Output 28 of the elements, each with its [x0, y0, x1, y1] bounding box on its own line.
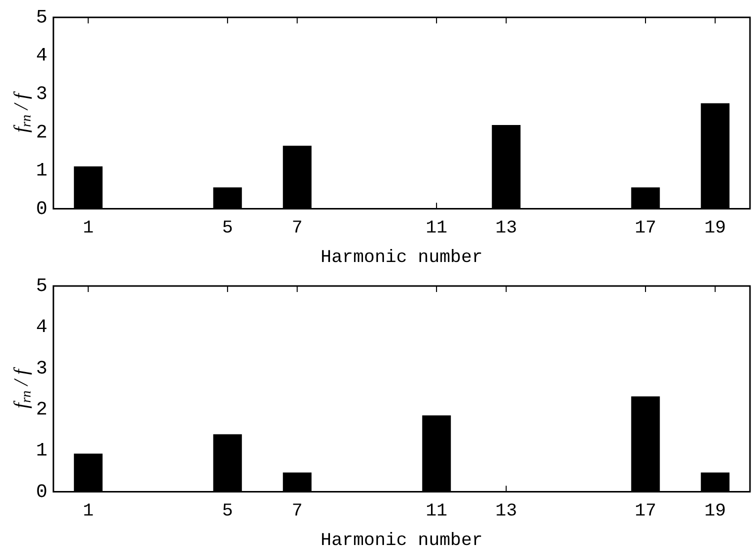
x-tick-label: 17 — [634, 501, 656, 522]
y-tick-label: 0 — [36, 198, 48, 220]
y-tick-label: 2 — [36, 121, 48, 144]
y-tick-label: 1 — [36, 160, 48, 182]
y-tick-label: 5 — [36, 275, 48, 298]
x-tick-label: 13 — [495, 501, 517, 522]
x-tick-label: 19 — [704, 218, 726, 238]
x-tick-label: 7 — [292, 501, 303, 522]
x-axis-title: Harmonic number — [320, 530, 483, 551]
x-tick-label: 1 — [82, 501, 94, 522]
x-axis-title: Harmonic number — [320, 248, 483, 268]
y-tick-label: 1 — [36, 440, 48, 462]
y-tick-label: 2 — [36, 398, 48, 421]
y-tick-label: 5 — [36, 6, 48, 28]
x-tick-label: 5 — [222, 218, 233, 238]
x-tick-label: 13 — [495, 218, 517, 238]
y-tick-label: 0 — [36, 480, 48, 503]
x-tick-label: 11 — [426, 218, 448, 238]
x-tick-label: 17 — [634, 218, 656, 238]
y-tick-label: 4 — [36, 316, 48, 338]
y-tick-label: 3 — [36, 82, 48, 105]
x-tick-label: 5 — [222, 501, 233, 522]
y-tick-label: 4 — [36, 44, 48, 67]
x-tick-label: 1 — [82, 218, 94, 238]
x-tick-label: 7 — [292, 218, 303, 238]
x-tick-label: 19 — [704, 501, 726, 522]
y-tick-label: 3 — [36, 357, 48, 380]
x-tick-label: 11 — [426, 501, 448, 522]
